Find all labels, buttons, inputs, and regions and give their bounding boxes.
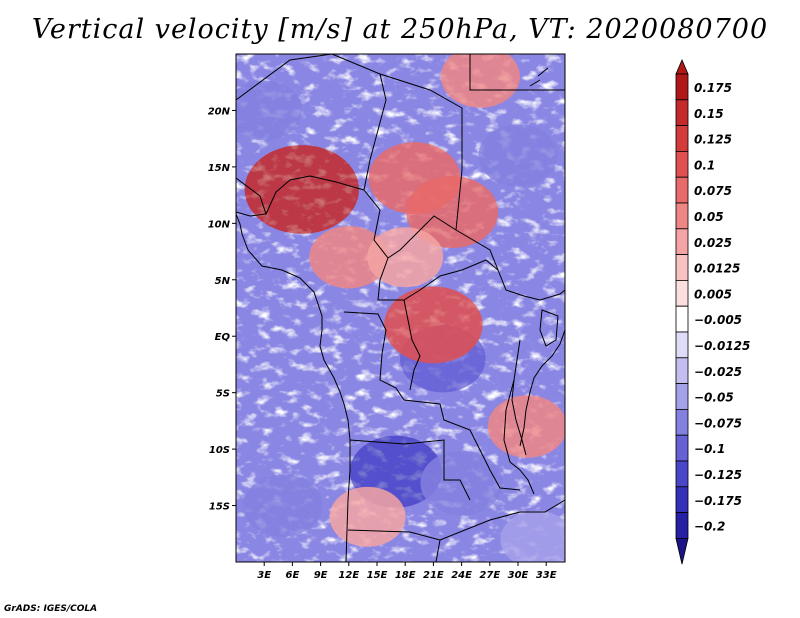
colorbar-max-arrow [675, 58, 689, 75]
lat-tick-label: 20N [208, 106, 231, 117]
lat-tick-label: EQ [215, 332, 231, 343]
lon-tick-label: 24E [451, 570, 472, 581]
colorbar-swatch [675, 125, 689, 152]
colorbar-min-arrow [675, 538, 689, 565]
colorbar-swatch [675, 305, 689, 333]
map-area [236, 54, 565, 562]
colorbar-swatch [675, 408, 689, 436]
chart-title: Vertical velocity [m/s] at 250hPa, VT: 2… [31, 14, 769, 45]
lat-tick-label: 10N [208, 219, 231, 230]
lat-tick-label: 15S [209, 502, 230, 513]
colorbar-level-label: 0.125 [694, 133, 732, 147]
ascent-region [440, 54, 520, 108]
colorbar-swatch [675, 434, 689, 462]
lat-tick-label: 5S [216, 389, 230, 400]
colorbar-level-label: 0.05 [694, 210, 724, 224]
descent-region [243, 474, 323, 537]
descent-region [478, 124, 558, 187]
colorbar: 0.175 0.15 0.125 0.1 0.075 0.05 0.025 0.0125 0.0… [675, 58, 750, 565]
colorbar-level-label: 0.175 [694, 81, 732, 95]
colorbar-swatch [675, 228, 689, 256]
ascent-region [487, 395, 565, 458]
colorbar-level-label: −0.175 [694, 494, 742, 508]
ascent-region [309, 226, 389, 289]
colorbar-swatch [675, 486, 689, 513]
colorbar-level-label: 0.005 [694, 287, 732, 301]
colorbar-level-label: 0.075 [694, 184, 732, 198]
lon-tick-label: 3E [257, 570, 271, 581]
lon-tick-label: 30E [508, 570, 529, 581]
lon-tick-label: 6E [286, 570, 300, 581]
lon-tick-label: 33E [536, 570, 557, 581]
latitude-axis: 20N 15N 10N 5N EQ 5S 10S 15S [208, 106, 236, 513]
colorbar-swatch [675, 460, 689, 488]
colorbar-level-label: −0.125 [694, 468, 742, 482]
grads-credit: GrADS: IGES/COLA [4, 604, 98, 614]
colorbar-level-label: −0.025 [694, 365, 742, 379]
colorbar-level-label: −0.1 [694, 442, 725, 456]
lon-tick-label: 12E [338, 570, 359, 581]
lat-tick-label: 10S [209, 445, 230, 456]
colorbar-level-label: 0.15 [694, 107, 724, 121]
lon-tick-label: 15E [367, 570, 388, 581]
ascent-region [367, 227, 444, 288]
colorbar-level-label: −0.005 [694, 313, 742, 327]
colorbar-level-label: −0.0125 [694, 339, 750, 353]
colorbar-level-label: −0.05 [694, 391, 734, 405]
colorbar-level-label: 0.0125 [694, 262, 740, 276]
lon-tick-label: 9E [314, 570, 328, 581]
descent-region [236, 80, 303, 141]
colorbar-level-label: −0.2 [694, 520, 725, 534]
colorbar-swatch [675, 331, 689, 359]
colorbar-swatch [675, 99, 689, 127]
colorbar-level-label: 0.1 [694, 158, 715, 172]
lat-tick-label: 5N [215, 276, 231, 287]
ascent-region [406, 176, 499, 249]
colorbar-swatch [675, 202, 689, 230]
lon-tick-label: 18E [395, 570, 416, 581]
lon-tick-label: 27E [479, 570, 500, 581]
lat-tick-label: 15N [208, 163, 231, 174]
colorbar-level-label: −0.075 [694, 416, 742, 430]
colorbar-swatch [675, 254, 689, 281]
ascent-region [329, 486, 406, 547]
ascent-region [384, 286, 483, 364]
colorbar-swatch [675, 512, 689, 539]
ascent-region [244, 145, 359, 234]
colorbar-swatch [675, 73, 689, 101]
colorbar-swatch [675, 383, 689, 410]
lon-tick-label: 21E [423, 570, 444, 581]
descent-region [500, 510, 565, 562]
colorbar-swatch [675, 357, 689, 384]
coastlines-and-borders [236, 54, 565, 562]
colorbar-swatch [675, 279, 689, 307]
colorbar-swatch [675, 150, 689, 178]
longitude-axis: 3E 6E 9E 12E 15E 18E 21E 24E 27E 30E 33E [257, 562, 557, 581]
colorbar-level-label: 0.025 [694, 236, 732, 250]
vertical-velocity-field [236, 54, 565, 562]
colorbar-swatch [675, 176, 689, 204]
map-frame [235, 53, 566, 563]
